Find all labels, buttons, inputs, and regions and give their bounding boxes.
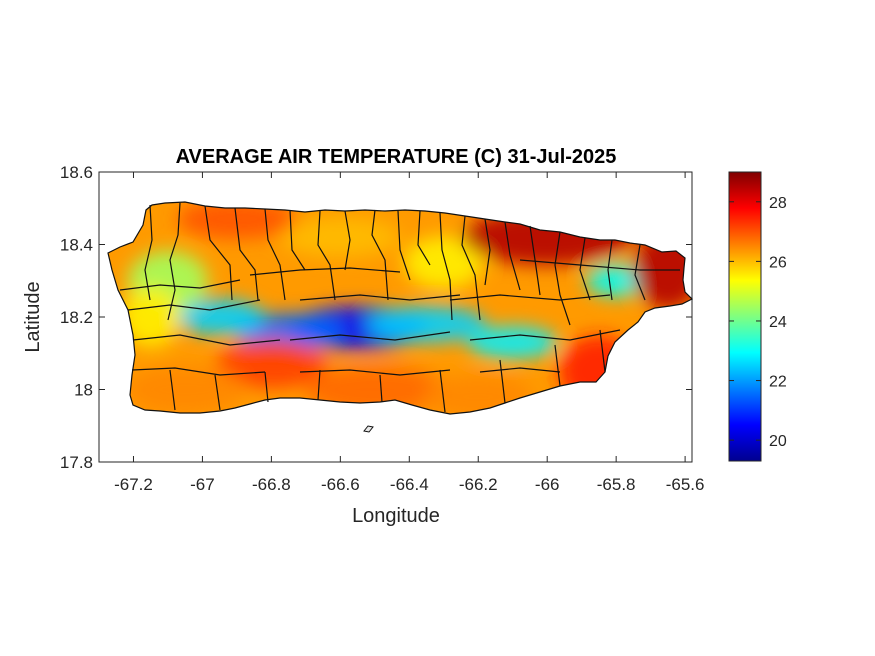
x-tick-label: -65.8 [597, 475, 636, 494]
colorbar-tick-label: 26 [769, 254, 787, 271]
municipal-boundary [371, 209, 389, 301]
municipal-boundary [484, 218, 491, 286]
municipal-boundary [449, 294, 611, 301]
municipal-boundary [132, 334, 281, 346]
municipal-boundary [289, 209, 306, 271]
municipal-boundary [504, 221, 521, 291]
y-tick-label: 17.8 [60, 453, 93, 472]
x-tick-label: -66.4 [390, 475, 429, 494]
municipal-boundary [127, 299, 261, 311]
temperature-blob [586, 264, 647, 297]
municipal-boundary [554, 231, 571, 326]
municipal-boundary [264, 371, 269, 403]
municipal-boundary [634, 244, 646, 301]
temperature-blob [280, 217, 401, 258]
municipal-boundary [299, 294, 461, 301]
municipal-boundary [204, 205, 233, 301]
x-tick-label: -66.6 [321, 475, 360, 494]
colorbar-tick-label: 20 [769, 433, 787, 450]
chart-title: AVERAGE AIR TEMPERATURE (C) 31-Jul-2025 [176, 146, 617, 168]
municipal-boundaries [119, 202, 680, 413]
colorbar-tick-label: 28 [769, 195, 787, 212]
municipal-boundary [519, 259, 680, 271]
temperature-blob [366, 306, 487, 343]
municipal-boundary [119, 279, 241, 291]
colorbar-tick-label: 24 [769, 314, 787, 331]
municipal-boundary [499, 359, 506, 404]
y-axis-label: Latitude [22, 281, 44, 352]
y-tick-label: 18.6 [60, 163, 93, 182]
municipal-boundary [289, 331, 451, 341]
temperature-blob [120, 287, 181, 347]
colorbar: 20 22 24 26 28 [728, 171, 787, 462]
temperature-blob [216, 340, 327, 389]
colorbar-tick-label: 22 [769, 374, 787, 391]
municipal-boundary [214, 374, 221, 411]
municipal-boundary [379, 374, 383, 403]
heatmap-blobs [120, 202, 692, 414]
colorbar-ticks: 20 22 24 26 28 [729, 195, 787, 450]
municipal-boundary [234, 207, 259, 301]
island-outline [107, 201, 694, 415]
municipal-boundary [249, 267, 401, 276]
municipal-boundary [169, 369, 176, 411]
x-tick-label: -65.6 [666, 475, 705, 494]
y-tick-label: 18.4 [60, 236, 93, 255]
temperature-blob [125, 365, 246, 414]
y-tick-label: 18.2 [60, 308, 93, 327]
municipal-boundary [469, 329, 621, 341]
municipal-boundary [317, 369, 321, 401]
x-tick-label: -67.2 [114, 475, 153, 494]
colorbar-gradient [728, 171, 762, 462]
municipal-boundary [607, 239, 613, 301]
municipal-boundary [397, 210, 411, 281]
x-axis: -67.2 -67 -66.8 -66.6 -66.4 -66.2 -66 -65.8 -65.… [114, 172, 704, 494]
x-axis-label: Longitude [352, 505, 440, 527]
municipal-boundary [417, 210, 431, 266]
temperature-blob [467, 326, 558, 359]
municipal-boundary [131, 367, 266, 376]
y-tick-label: 18 [74, 381, 93, 400]
small-island [363, 425, 374, 433]
municipal-boundary [579, 237, 591, 301]
municipal-boundary [554, 344, 561, 387]
municipal-boundary [439, 369, 446, 413]
y-axis: 17.8 18 18.2 18.4 18.6 [60, 163, 692, 472]
municipal-boundary [167, 202, 181, 321]
municipal-boundary [599, 329, 606, 373]
municipal-boundary [317, 210, 336, 301]
municipal-boundary [344, 210, 351, 271]
x-tick-label: -66 [535, 475, 560, 494]
temperature-heatmap [108, 202, 692, 414]
x-tick-label: -66.8 [252, 475, 291, 494]
municipal-boundary [144, 204, 153, 301]
municipal-boundary [264, 208, 286, 301]
x-tick-label: -67 [190, 475, 215, 494]
municipal-boundary [299, 369, 451, 376]
municipal-boundary [529, 225, 541, 296]
municipal-boundary [479, 367, 561, 373]
x-tick-label: -66.2 [459, 475, 498, 494]
